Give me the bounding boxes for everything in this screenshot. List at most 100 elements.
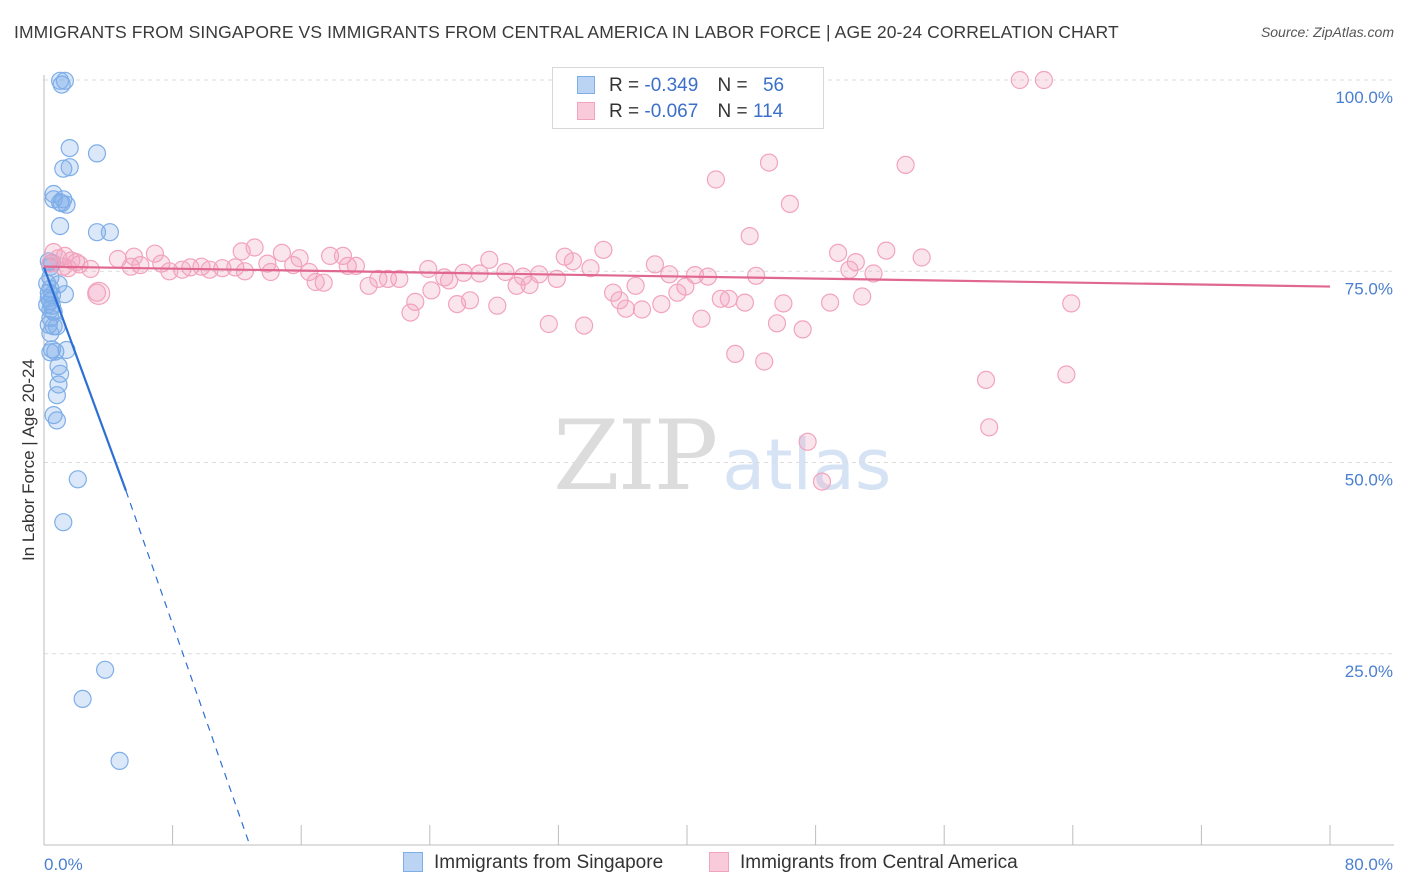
point-central-america bbox=[912, 248, 931, 267]
point-singapore bbox=[55, 285, 75, 304]
point-central-america bbox=[846, 253, 865, 272]
point-central-america bbox=[460, 291, 480, 310]
point-central-america bbox=[616, 299, 636, 318]
point-central-america bbox=[896, 155, 915, 174]
point-central-america bbox=[980, 418, 999, 437]
legend-swatch-central-america bbox=[577, 102, 595, 120]
point-central-america bbox=[594, 240, 613, 259]
point-central-america bbox=[272, 243, 291, 262]
point-central-america bbox=[820, 293, 840, 312]
point-central-america bbox=[581, 259, 600, 278]
trend-lines bbox=[42, 265, 1331, 846]
point-central-america bbox=[235, 262, 254, 281]
x-tick-label-min: 0.0% bbox=[44, 855, 83, 874]
point-central-america bbox=[574, 316, 594, 335]
point-central-america bbox=[793, 320, 812, 339]
point-central-america bbox=[321, 246, 340, 265]
point-central-america bbox=[626, 276, 645, 295]
point-central-america bbox=[706, 170, 726, 189]
y-tick-label: 50.0% bbox=[1345, 471, 1393, 490]
legend-r-value-singapore: -0.349 bbox=[644, 75, 699, 96]
point-central-america bbox=[726, 344, 745, 363]
point-central-america bbox=[496, 262, 515, 282]
point-central-america bbox=[44, 243, 63, 262]
point-central-america bbox=[422, 281, 441, 300]
legend-r-value-central-america: -0.067 bbox=[644, 101, 699, 122]
point-central-america bbox=[124, 247, 144, 266]
point-central-america bbox=[261, 262, 280, 282]
gridlines bbox=[44, 79, 1394, 655]
point-central-america bbox=[87, 283, 107, 302]
point-central-america bbox=[660, 265, 679, 284]
bottom-legend-label-central-america: Immigrants from Central America bbox=[740, 852, 1018, 873]
point-central-america bbox=[877, 241, 896, 260]
point-central-america bbox=[1062, 294, 1081, 313]
y-tick-labels: 100.0% 75.0% 50.0% 25.0% bbox=[1335, 88, 1393, 681]
point-central-america bbox=[226, 258, 245, 277]
legend-r-label: R = bbox=[609, 101, 640, 122]
point-central-america bbox=[300, 262, 319, 282]
point-singapore bbox=[47, 411, 67, 430]
point-singapore bbox=[55, 71, 75, 90]
point-central-america bbox=[1010, 70, 1029, 90]
point-central-america bbox=[547, 269, 566, 288]
point-central-america bbox=[480, 250, 499, 269]
point-singapore bbox=[73, 689, 92, 709]
point-central-america bbox=[314, 273, 333, 292]
point-central-america bbox=[853, 287, 872, 306]
point-central-america bbox=[1057, 365, 1076, 384]
point-central-america bbox=[346, 256, 365, 275]
point-central-america bbox=[290, 249, 309, 268]
point-central-america bbox=[746, 266, 766, 285]
singapore-points bbox=[38, 71, 129, 771]
trend-line-singapore bbox=[42, 267, 128, 492]
point-central-america bbox=[507, 276, 526, 295]
legend-n-label: N = bbox=[717, 101, 748, 122]
y-tick-label: 75.0% bbox=[1345, 279, 1393, 298]
point-singapore bbox=[110, 751, 129, 771]
point-singapore bbox=[68, 470, 87, 489]
legend-swatch-singapore bbox=[577, 76, 595, 94]
legend-r-label: R = bbox=[609, 75, 640, 96]
point-central-america bbox=[976, 370, 996, 389]
point-central-america bbox=[755, 352, 774, 371]
bottom-legend-swatch-singapore bbox=[403, 852, 423, 872]
point-central-america bbox=[652, 295, 671, 314]
point-central-america bbox=[369, 269, 388, 288]
point-singapore bbox=[42, 340, 62, 359]
point-central-america bbox=[245, 238, 264, 257]
point-singapore bbox=[87, 144, 107, 163]
x-tick-label-max: 80.0% bbox=[1345, 855, 1393, 874]
point-singapore bbox=[87, 223, 107, 242]
point-central-america bbox=[812, 472, 832, 491]
axes bbox=[43, 75, 1394, 846]
point-central-america bbox=[767, 314, 787, 333]
trend-line-singapore-extension bbox=[125, 490, 251, 846]
point-central-america bbox=[740, 227, 759, 246]
y-tick-label: 100.0% bbox=[1335, 88, 1393, 107]
point-central-america bbox=[603, 283, 623, 302]
bottom-legend-singapore: Immigrants from Singapore bbox=[403, 852, 663, 874]
point-central-america bbox=[692, 309, 711, 328]
bottom-legend-label-singapore: Immigrants from Singapore bbox=[434, 852, 664, 873]
point-central-america bbox=[401, 303, 420, 322]
x-tick-marks bbox=[43, 825, 1331, 845]
legend-n-label: N = bbox=[717, 75, 748, 96]
point-central-america bbox=[780, 194, 800, 213]
point-central-america bbox=[333, 246, 353, 265]
point-central-america bbox=[70, 255, 89, 274]
point-singapore bbox=[49, 357, 68, 376]
point-central-america bbox=[798, 432, 817, 451]
point-singapore bbox=[52, 194, 71, 213]
point-singapore bbox=[54, 513, 73, 532]
point-central-america bbox=[406, 292, 425, 311]
y-axis-label: In Labor Force | Age 20-24 bbox=[19, 359, 38, 561]
point-central-america bbox=[390, 269, 409, 288]
point-central-america bbox=[719, 289, 738, 308]
trend-line-central-america bbox=[43, 265, 1331, 288]
point-central-america bbox=[359, 276, 378, 295]
point-singapore bbox=[50, 217, 70, 236]
point-singapore bbox=[47, 386, 67, 405]
point-singapore bbox=[100, 223, 120, 242]
